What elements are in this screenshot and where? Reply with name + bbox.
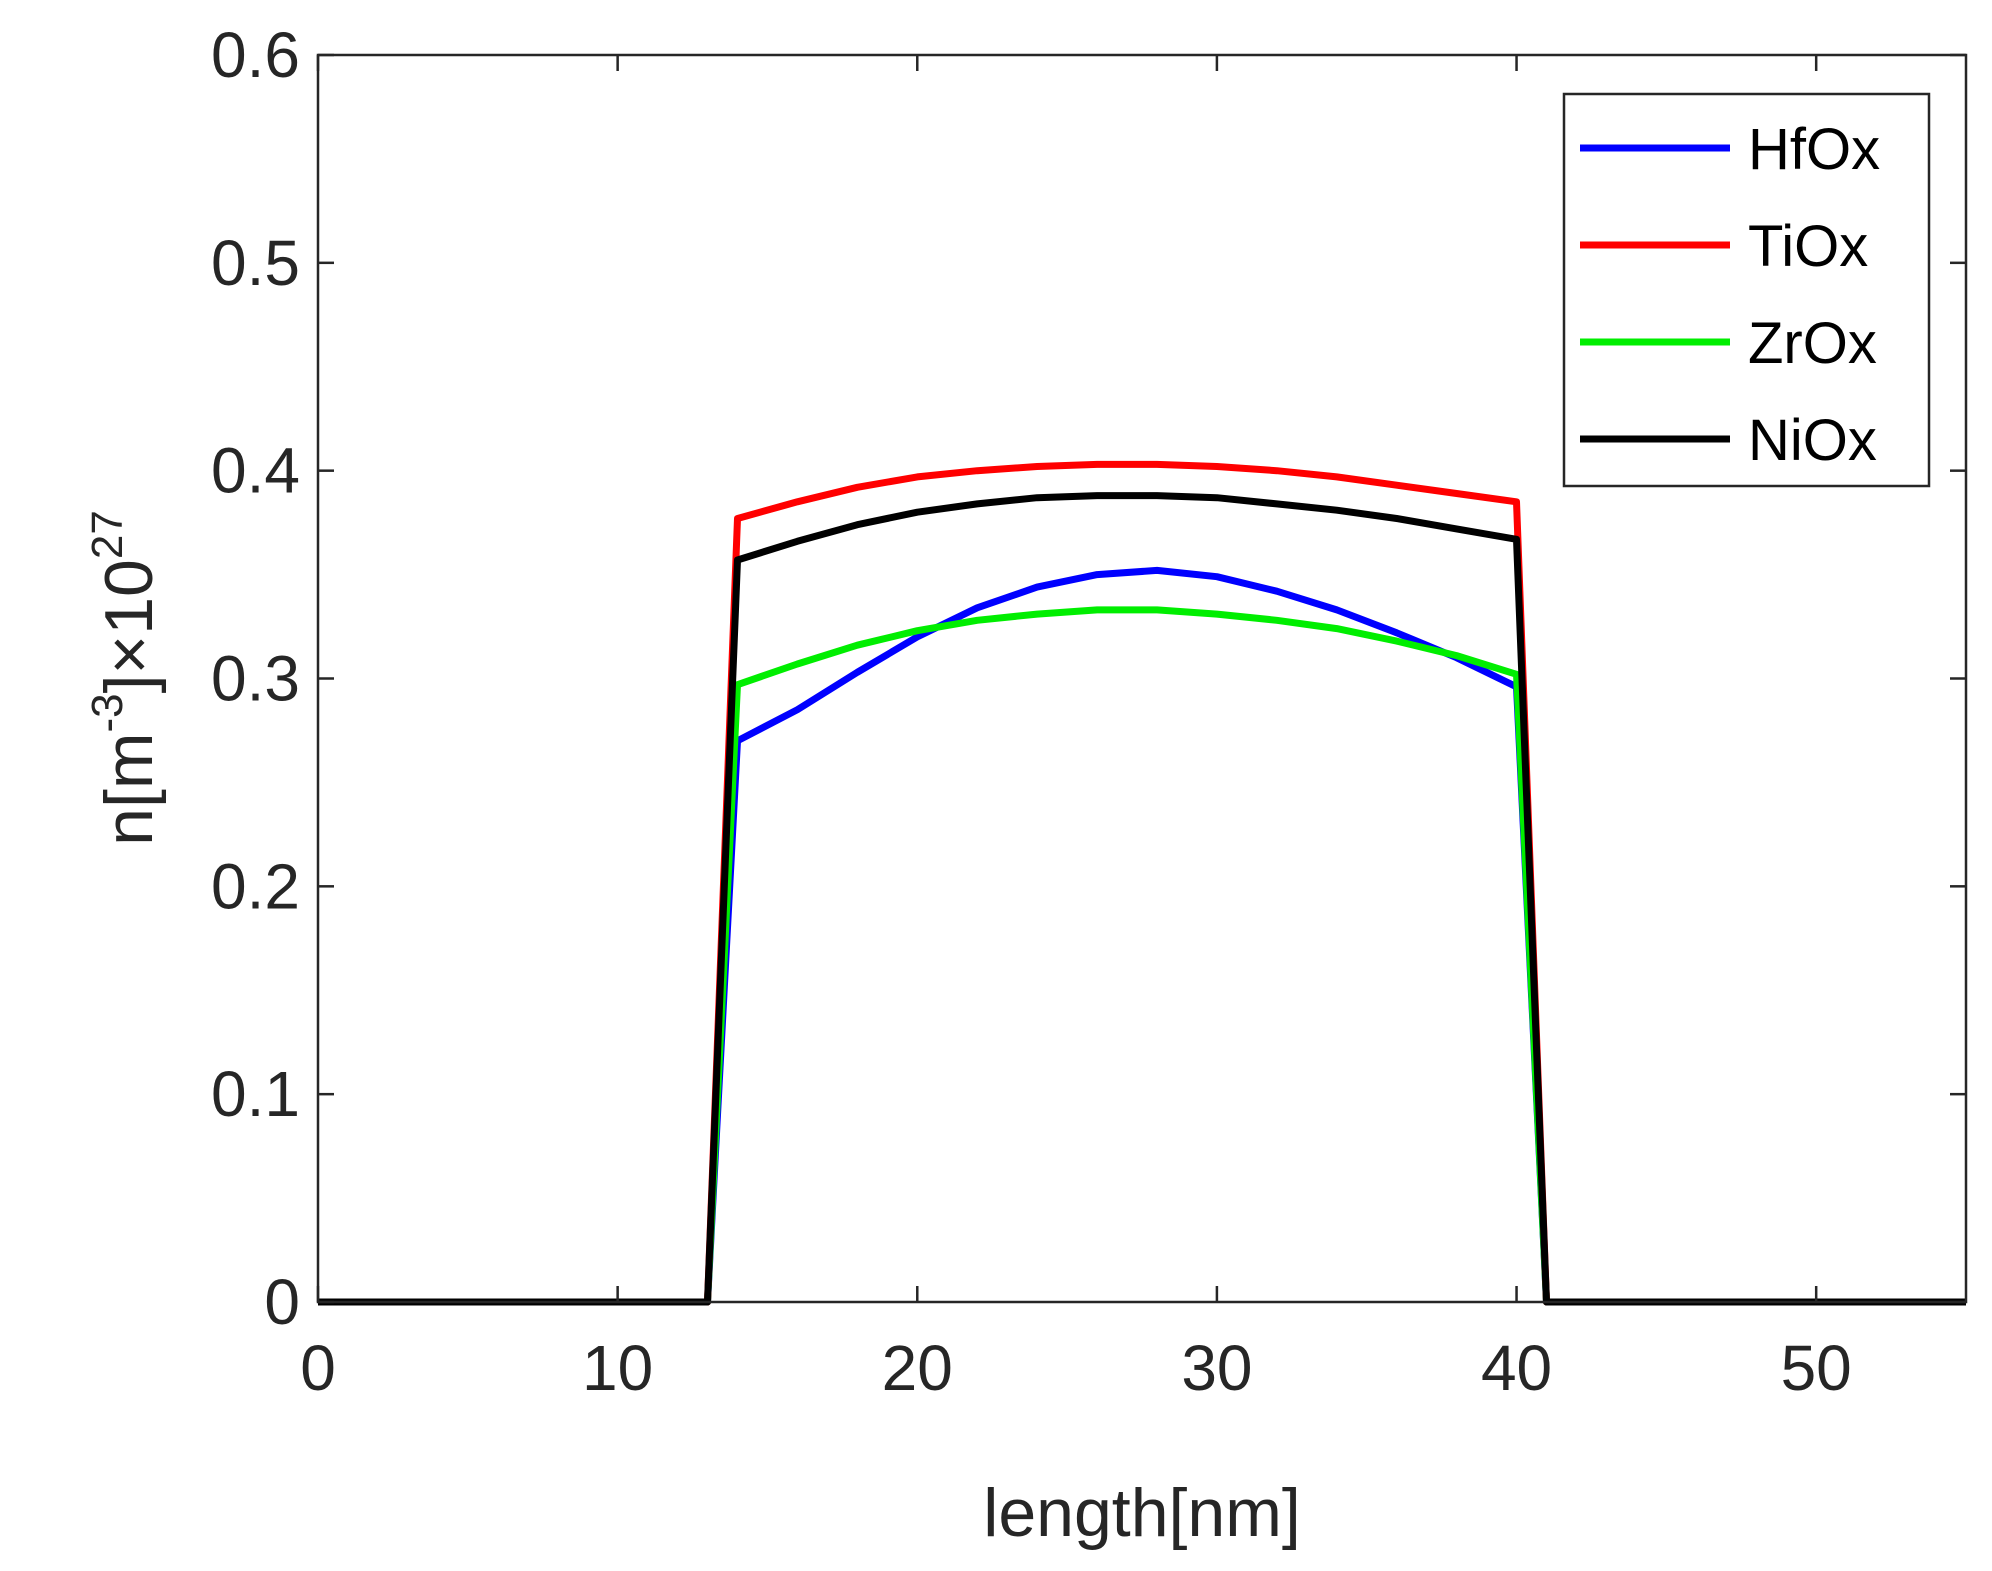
legend: HfOx TiOx ZrOx NiOx <box>1562 92 1931 488</box>
x-tick-label: 0 <box>300 1332 336 1404</box>
legend-label-niox: NiOx <box>1748 408 1877 473</box>
y-tick-label: 0.3 <box>211 643 300 715</box>
legend-label-hfox: HfOx <box>1748 117 1880 182</box>
x-tick-label: 10 <box>582 1332 653 1404</box>
y-tick-label: 0 <box>264 1266 300 1338</box>
legend-label-tiox: TiOx <box>1748 214 1868 279</box>
x-axis-label: length[nm] <box>983 1475 1301 1551</box>
series-line-hfox <box>318 566 1966 1306</box>
series-line-niox <box>318 492 1966 1306</box>
legend-box <box>1562 92 1931 488</box>
y-tick-label: 0.6 <box>211 19 300 91</box>
y-tick-label: 0.5 <box>211 227 300 299</box>
series-line-zrox <box>318 606 1966 1306</box>
y-axis-label: n[m-3]×1027 <box>83 510 167 846</box>
y-tick-label: 0.2 <box>211 850 300 922</box>
legend-label-zrox: ZrOx <box>1748 311 1877 376</box>
x-tick-label: 20 <box>882 1332 953 1404</box>
y-ticks: 0 0.1 0.2 0.3 0.4 0.5 0.6 <box>211 19 1966 1338</box>
y-tick-label: 0.4 <box>211 435 300 507</box>
x-tick-label: 30 <box>1181 1332 1252 1404</box>
x-tick-label: 40 <box>1481 1332 1552 1404</box>
series-line-tiox <box>318 460 1966 1306</box>
y-tick-label: 0.1 <box>211 1058 300 1130</box>
x-tick-label: 50 <box>1781 1332 1852 1404</box>
x-ticks: 0 10 20 30 40 50 <box>300 55 1852 1404</box>
series-layer <box>318 460 1966 1306</box>
legend-items: HfOx TiOx ZrOx NiOx <box>1580 117 1880 473</box>
